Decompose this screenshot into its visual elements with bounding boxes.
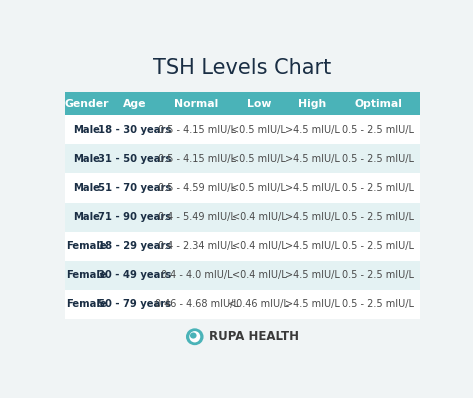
Text: Male: Male [73,212,100,222]
Text: <0.5 mIU/L: <0.5 mIU/L [231,183,286,193]
Text: Male: Male [73,183,100,193]
Ellipse shape [190,332,197,339]
Text: <0.4 mIU/L: <0.4 mIU/L [231,270,286,280]
Text: Female: Female [66,241,107,251]
Text: Optimal: Optimal [354,99,402,109]
Text: 18 - 29 years: 18 - 29 years [97,241,171,251]
Text: >4.5 mIU/L: >4.5 mIU/L [285,125,340,135]
FancyBboxPatch shape [65,203,420,232]
Text: >4.5 mIU/L: >4.5 mIU/L [285,299,340,309]
Text: Normal: Normal [175,99,219,109]
Text: Age: Age [123,99,146,109]
Text: >4.5 mIU/L: >4.5 mIU/L [285,154,340,164]
FancyBboxPatch shape [65,115,420,144]
Text: RUPA HEALTH: RUPA HEALTH [209,330,298,343]
FancyBboxPatch shape [65,290,420,319]
FancyBboxPatch shape [65,92,420,115]
Text: >4.5 mIU/L: >4.5 mIU/L [285,183,340,193]
Text: >4.5 mIU/L: >4.5 mIU/L [285,270,340,280]
Text: <0.5 mIU/L: <0.5 mIU/L [231,154,286,164]
Text: Low: Low [247,99,271,109]
Text: 0.46 - 4.68 mIU/L: 0.46 - 4.68 mIU/L [155,299,238,309]
Text: 18 - 30 years: 18 - 30 years [97,125,171,135]
Text: 0.5 - 2.5 mIU/L: 0.5 - 2.5 mIU/L [342,212,414,222]
FancyBboxPatch shape [65,261,420,290]
Text: High: High [298,99,326,109]
Text: Female: Female [66,270,107,280]
Text: Male: Male [73,154,100,164]
Text: 0.4 - 5.49 mIU/L: 0.4 - 5.49 mIU/L [158,212,236,222]
Text: Female: Female [66,299,107,309]
Ellipse shape [189,331,200,342]
Text: >4.5 mIU/L: >4.5 mIU/L [285,212,340,222]
Text: 31 - 50 years: 31 - 50 years [97,154,171,164]
Text: >4.5 mIU/L: >4.5 mIU/L [285,241,340,251]
Text: 0.5 - 4.59 mIU/L: 0.5 - 4.59 mIU/L [158,183,236,193]
Text: 0.4 - 2.34 mIU/L: 0.4 - 2.34 mIU/L [158,241,236,251]
FancyBboxPatch shape [65,144,420,174]
Text: 0.5 - 2.5 mIU/L: 0.5 - 2.5 mIU/L [342,299,414,309]
Text: <0.46 mIU/L: <0.46 mIU/L [228,299,289,309]
Text: 0.5 - 4.15 mIU/L: 0.5 - 4.15 mIU/L [158,154,236,164]
FancyBboxPatch shape [65,174,420,203]
Text: <0.4 mIU/L: <0.4 mIU/L [231,241,286,251]
Text: 50 - 79 years: 50 - 79 years [98,299,171,309]
Text: TSH Levels Chart: TSH Levels Chart [153,59,332,78]
Text: Gender: Gender [64,99,109,109]
Text: <0.5 mIU/L: <0.5 mIU/L [231,125,286,135]
Text: Male: Male [73,125,100,135]
Text: 0.4 - 4.0 mIU/L: 0.4 - 4.0 mIU/L [161,270,232,280]
Text: 0.5 - 2.5 mIU/L: 0.5 - 2.5 mIU/L [342,125,414,135]
Text: 0.5 - 2.5 mIU/L: 0.5 - 2.5 mIU/L [342,241,414,251]
Text: 0.5 - 2.5 mIU/L: 0.5 - 2.5 mIU/L [342,154,414,164]
FancyBboxPatch shape [65,232,420,261]
Text: 30 - 49 years: 30 - 49 years [97,270,171,280]
Text: 71 - 90 years: 71 - 90 years [97,212,171,222]
Ellipse shape [186,328,203,345]
Text: 0.5 - 2.5 mIU/L: 0.5 - 2.5 mIU/L [342,270,414,280]
Text: 51 - 70 years: 51 - 70 years [97,183,171,193]
Text: 0.5 - 4.15 mIU/L: 0.5 - 4.15 mIU/L [158,125,236,135]
Text: <0.4 mIU/L: <0.4 mIU/L [231,212,286,222]
Text: 0.5 - 2.5 mIU/L: 0.5 - 2.5 mIU/L [342,183,414,193]
